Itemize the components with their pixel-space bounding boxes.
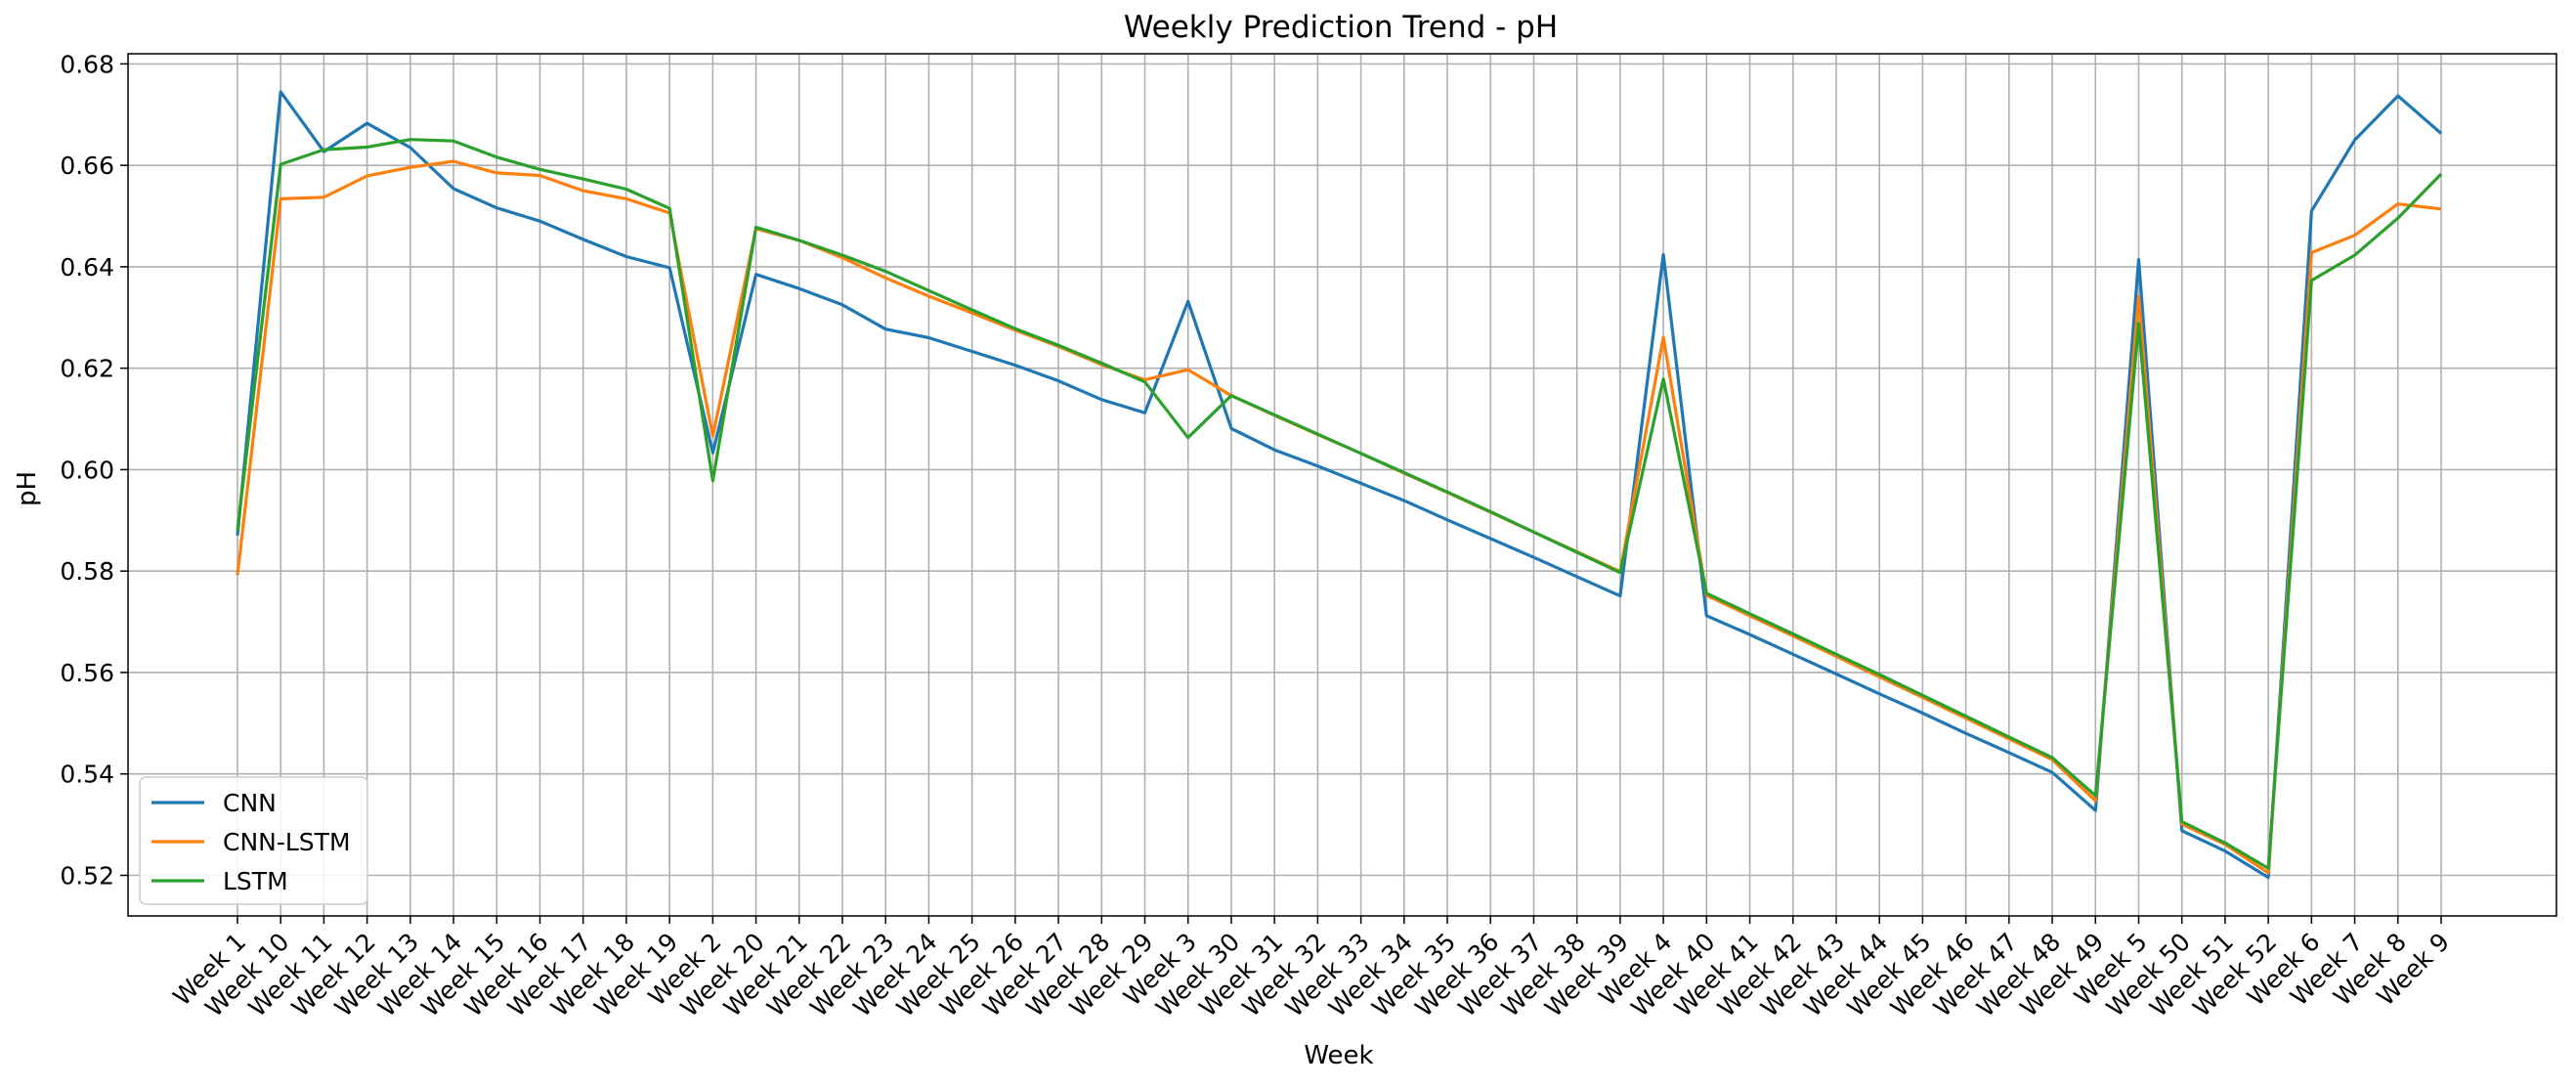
y-tick-label: 0.58 (60, 557, 114, 586)
legend-entry: LSTM (223, 867, 288, 895)
y-axis-label: pH (13, 471, 42, 506)
legend-entry: CNN (223, 789, 277, 817)
y-tick-label: 0.60 (60, 456, 114, 484)
y-tick-label: 0.62 (60, 355, 114, 383)
y-tick-label: 0.66 (60, 152, 114, 180)
y-tick-label: 0.64 (60, 253, 114, 282)
y-axis-ticks: 0.52 0.54 0.56 0.58 0.60 0.62 0.64 0.66 0.68 (60, 50, 128, 890)
legend-box (139, 776, 368, 905)
y-tick-label: 0.56 (60, 659, 114, 687)
series-line-cnn (236, 90, 2443, 880)
series-layer (236, 90, 2443, 880)
legend: CNN CNN-LSTM LSTM (139, 776, 368, 905)
y-tick-label: 0.52 (60, 861, 114, 890)
y-tick-label: 0.68 (60, 50, 114, 78)
y-tick-label: 0.54 (60, 761, 114, 789)
x-axis-label: Week (1304, 1041, 1373, 1070)
legend-entry: CNN-LSTM (223, 828, 351, 856)
plot-frame (127, 53, 2557, 917)
chart-title: Weekly Prediction Trend - pH (1124, 10, 1558, 45)
series-line-lstm (236, 138, 2443, 870)
